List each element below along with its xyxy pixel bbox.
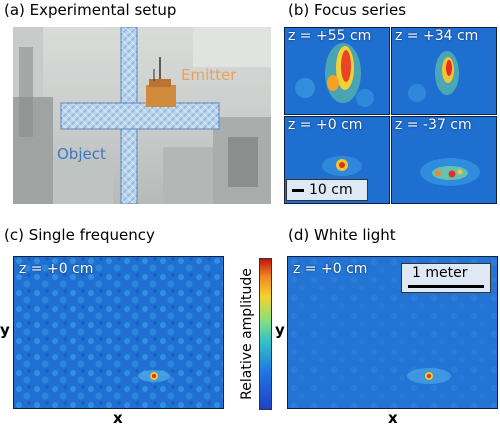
colorbar [259,258,272,410]
object-label: Object [57,145,106,163]
scalebar-1m-line [408,285,484,288]
panel-b-title: (b) Focus series [288,1,407,19]
emitter-label: Emitter [181,66,237,84]
panel-d-z-label: z = +0 cm [293,261,368,277]
tile-4-z-label: z = -37 cm [395,117,472,133]
panel-c-xlabel: x [113,409,123,427]
tile-3-z-label: z = +0 cm [288,117,363,133]
panel-c-title: (c) Single frequency [4,226,155,244]
panel-d-ylabel: y [275,321,285,339]
panel-a-title: (a) Experimental setup [4,1,177,19]
scalebar-10cm-label: 10 cm [309,182,353,198]
scalebar-10cm: 10 cm [286,179,368,201]
focus-tile-3: z = +0 cm 10 cm [284,116,390,204]
focus-tile-2: z = +34 cm [391,27,497,115]
white-light-image: z = +0 cm 1 meter [287,256,498,409]
colorbar-label: Relative amplitude [239,268,255,400]
single-frequency-image: z = +0 cm [13,256,224,409]
tile-1-z-label: z = +55 cm [288,28,372,44]
scalebar-10cm-line [292,189,304,192]
panel-c-z-label: z = +0 cm [19,261,94,277]
tile-2-z-label: z = +34 cm [395,28,479,44]
panel-d-xlabel: x [388,409,398,427]
focus-tile-4: z = -37 cm [391,116,497,204]
scalebar-1m: 1 meter [401,263,491,293]
panel-c-ylabel: y [0,321,10,339]
focus-tile-1: z = +55 cm [284,27,390,115]
panel-d-title: (d) White light [288,226,396,244]
setup-photo [13,27,271,204]
scalebar-1m-label: 1 meter [412,265,468,281]
